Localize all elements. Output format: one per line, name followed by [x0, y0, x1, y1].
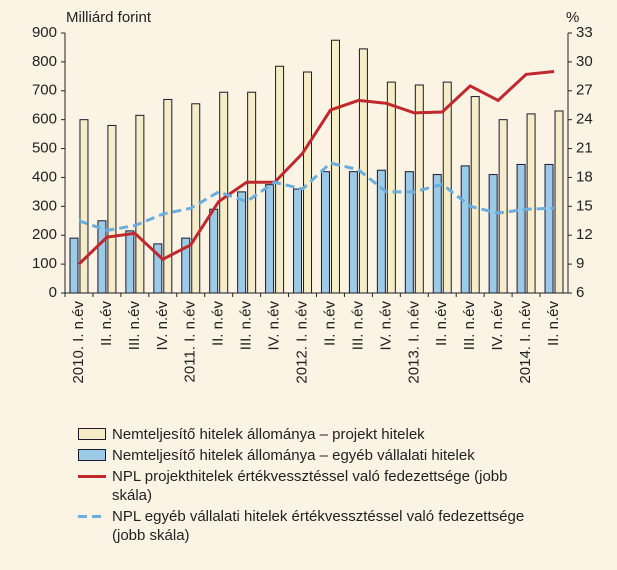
- bar: [191, 103, 201, 294]
- bar: [181, 237, 191, 294]
- bar: [107, 124, 117, 294]
- x-tick-label: II. n.év: [321, 301, 338, 347]
- y2-axis-label: %: [566, 9, 579, 26]
- bar: [163, 98, 173, 294]
- bar: [498, 119, 508, 294]
- legend-label: Nemteljesítő hitelek állománya – egyéb v…: [112, 447, 475, 464]
- y2-tick-label: 12: [576, 226, 593, 243]
- legend-item: Nemteljesítő hitelek állománya – egyéb v…: [78, 446, 608, 465]
- y-tick-label: 800: [32, 53, 57, 70]
- y2-tick-label: 18: [576, 168, 593, 185]
- line: [77, 70, 555, 266]
- y2-tick-label: 24: [576, 111, 593, 128]
- bar: [330, 39, 340, 294]
- bar: [470, 96, 480, 294]
- legend: Nemteljesítő hitelek állománya – projekt…: [78, 425, 608, 547]
- bar: [460, 165, 470, 294]
- y2-tick-label: 15: [576, 197, 593, 214]
- x-tick-label: III. n.év: [461, 301, 478, 351]
- legend-item: NPL projekthitelek értékvesszté­ssel val…: [78, 467, 608, 505]
- bar: [320, 171, 330, 294]
- y-tick-label: 0: [49, 284, 57, 301]
- y2-tick-label: 9: [576, 255, 584, 272]
- x-tick-label: IV. n.év: [377, 301, 394, 351]
- y-axis-label: Milliárd forint: [66, 9, 152, 26]
- x-tick-label: IV. n.év: [154, 301, 171, 351]
- line: [78, 161, 555, 232]
- y-tick-label: 200: [32, 226, 57, 243]
- legend-icon: [78, 475, 106, 478]
- y-tick-label: 300: [32, 197, 57, 214]
- bar: [125, 230, 135, 294]
- bar: [376, 169, 386, 294]
- legend-label: NPL egyéb vállalati hitelek értékvesszté…: [112, 508, 525, 544]
- bar: [544, 163, 554, 294]
- legend-icon: [78, 428, 106, 440]
- bar: [386, 81, 396, 294]
- y2-tick-label: 33: [576, 24, 593, 41]
- bar: [247, 91, 257, 294]
- bar: [348, 171, 358, 294]
- bar: [265, 184, 275, 294]
- x-tick-label: III. n.év: [126, 301, 143, 351]
- y2-tick-label: 6: [576, 284, 584, 301]
- bar: [404, 171, 414, 294]
- bar: [97, 220, 107, 294]
- bar: [293, 188, 303, 294]
- x-tick-label: II. n.év: [545, 301, 562, 347]
- y-tick-label: 900: [32, 24, 57, 41]
- y2-tick-label: 27: [576, 82, 593, 99]
- x-tick-label: II. n.év: [98, 301, 115, 347]
- bar: [69, 237, 79, 294]
- x-tick-label: III. n.év: [349, 301, 366, 351]
- y2-tick-label: 30: [576, 53, 593, 70]
- legend-icon: [78, 515, 106, 518]
- bar: [135, 114, 145, 294]
- bar: [554, 110, 564, 294]
- bar: [526, 113, 536, 294]
- legend-item: NPL egyéb vállalati hitelek értékvesszté…: [78, 507, 608, 545]
- x-tick-label: IV. n.év: [489, 301, 506, 351]
- legend-item: Nemteljesítő hitelek állománya – projekt…: [78, 425, 608, 444]
- x-tick-label: IV. n.év: [266, 301, 283, 351]
- legend-icon: [78, 449, 106, 461]
- x-tick-label: 2011. I. n.év: [182, 301, 199, 383]
- bar: [432, 174, 442, 294]
- legend-label: Nemteljesítő hitelek állománya – projekt…: [112, 426, 425, 443]
- y-tick-label: 100: [32, 255, 57, 272]
- y-tick-label: 600: [32, 111, 57, 128]
- y2-tick-label: 21: [576, 140, 593, 157]
- x-tick-label: III. n.év: [238, 301, 255, 351]
- y-tick-label: 700: [32, 82, 57, 99]
- chart: Milliárd forint % 0 100 200 300 400 500 600 700…: [32, 9, 593, 384]
- bar: [153, 243, 163, 294]
- x-tick-label: 2013. I. n.év: [405, 301, 422, 384]
- bar: [237, 191, 247, 294]
- x-tick-label: II. n.év: [210, 301, 227, 347]
- bar: [303, 71, 313, 294]
- x-tick-label: 2010. I. n.év: [70, 301, 87, 384]
- y-tick-label: 500: [32, 140, 57, 157]
- y-tick-label: 400: [32, 168, 57, 185]
- bar: [209, 208, 219, 294]
- bar: [516, 163, 526, 294]
- legend-label: NPL projekthitelek értékvesszté­ssel val…: [112, 468, 508, 504]
- x-tick-label: II. n.év: [433, 301, 450, 347]
- bar: [488, 174, 498, 294]
- bar: [79, 119, 89, 294]
- x-tick-label: 2012. I. n.év: [293, 301, 310, 384]
- x-tick-label: 2014. I. n.év: [517, 301, 534, 384]
